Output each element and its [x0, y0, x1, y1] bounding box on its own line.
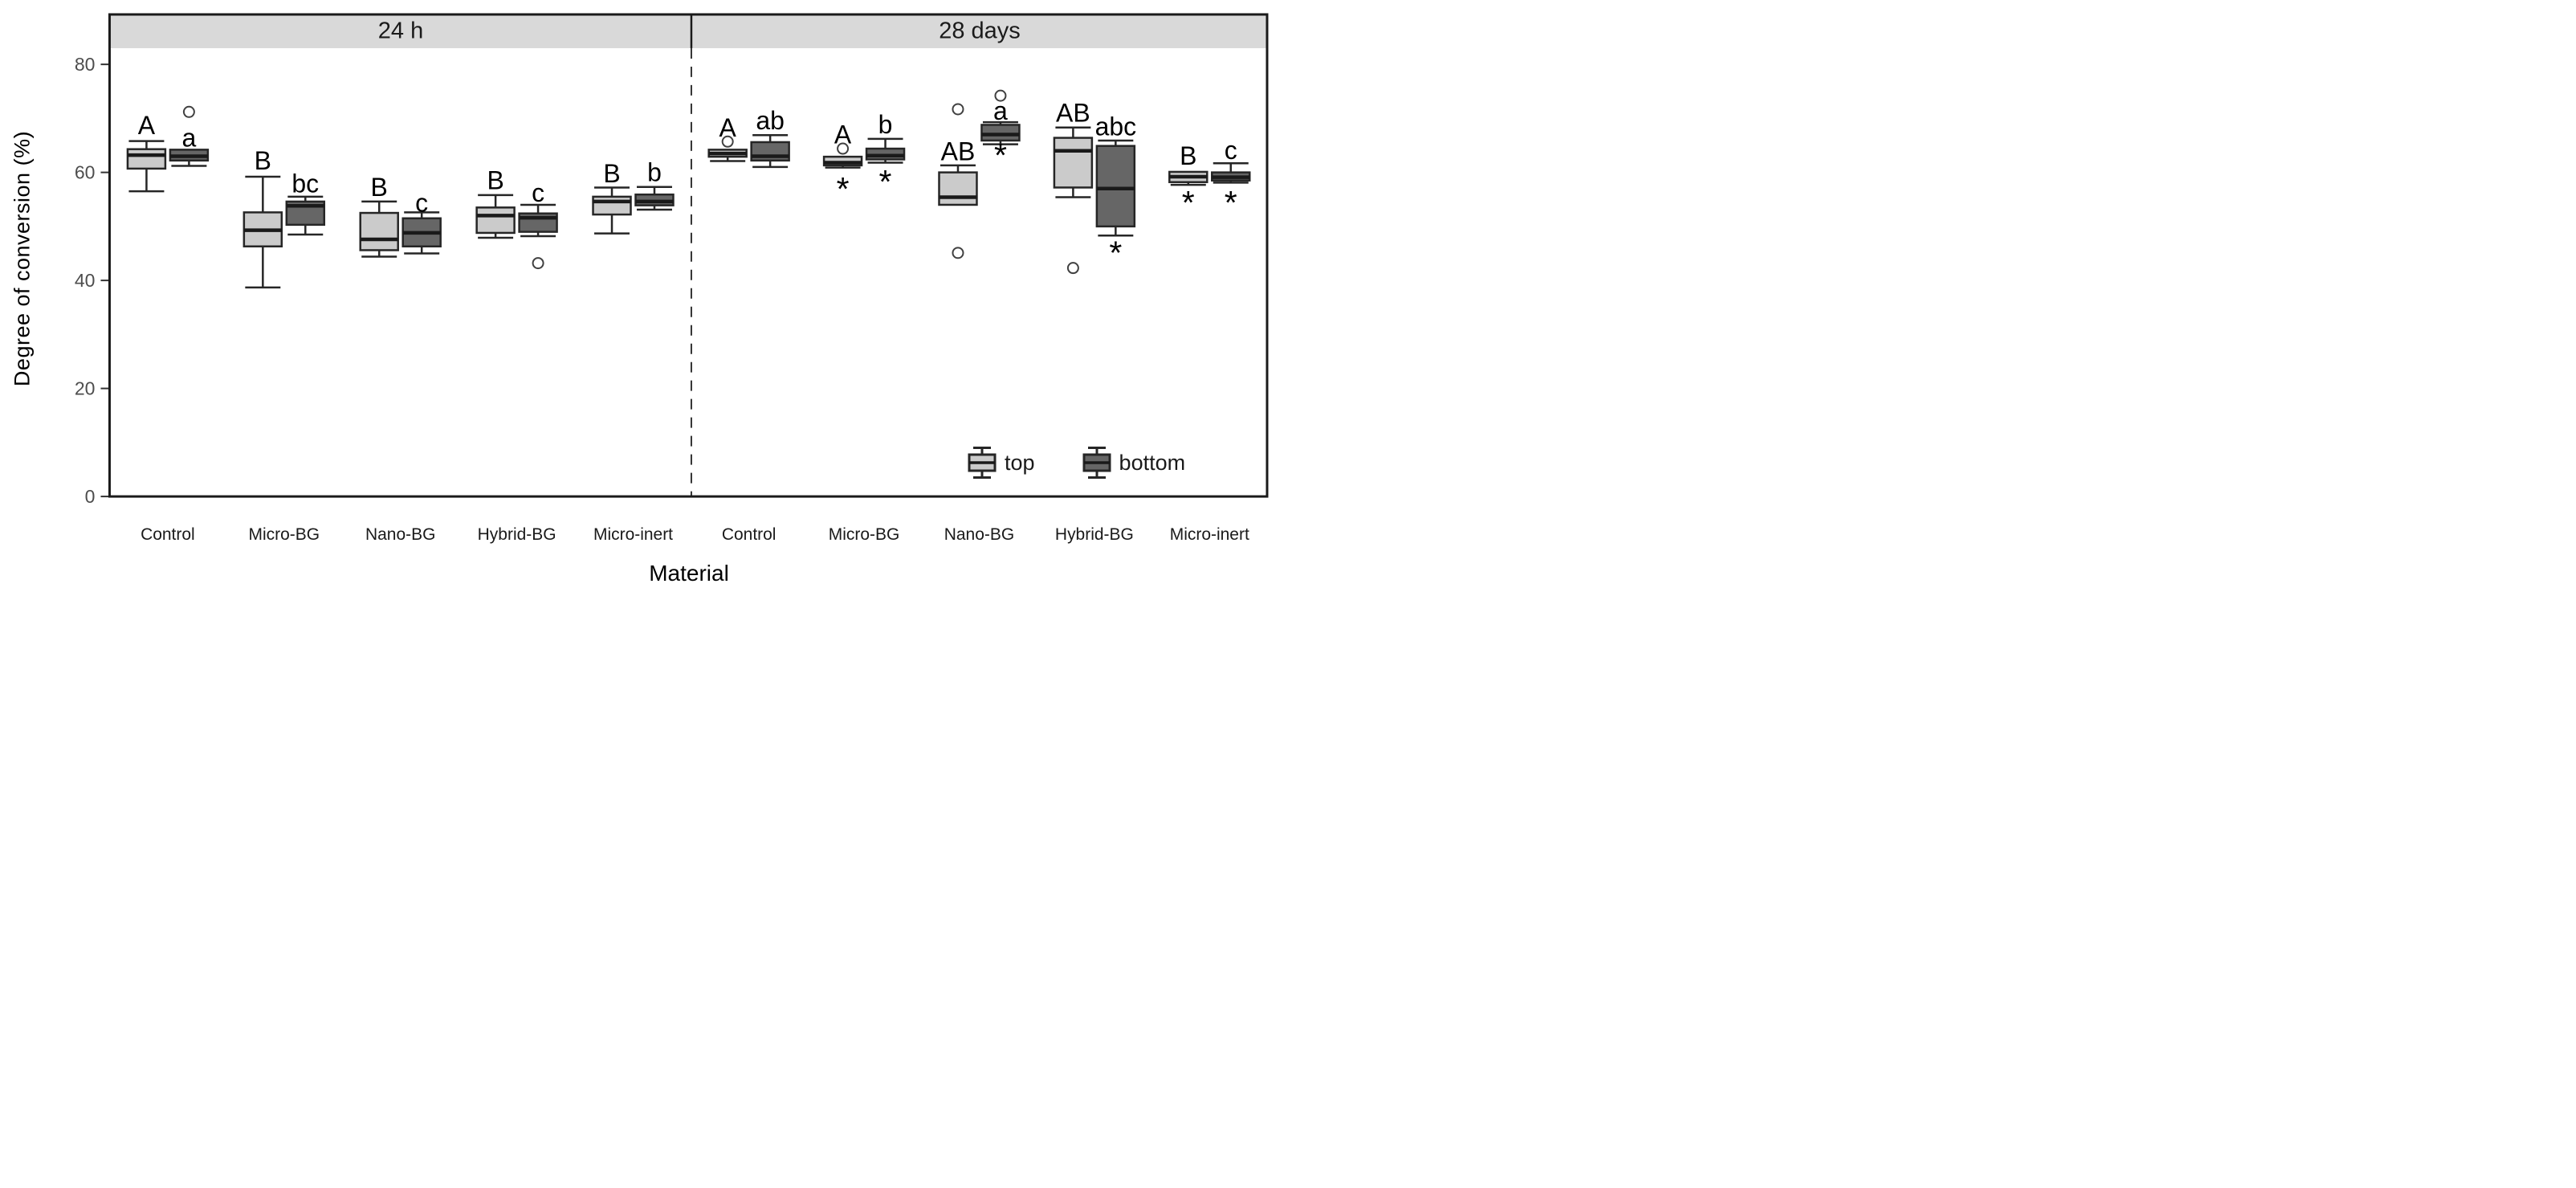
legend-bottom-boxplot-icon	[1082, 447, 1111, 479]
significance-letter: AB	[941, 137, 976, 165]
significance-letter: bc	[291, 169, 319, 198]
significance-letter: AB	[1056, 99, 1090, 128]
box-iqr	[938, 171, 978, 206]
boxplot-28days-Control-top: A	[707, 113, 748, 162]
x-category-label: Hybrid-BG	[478, 525, 556, 544]
x-category-label: Control	[141, 525, 195, 544]
panel-border	[108, 13, 1269, 498]
boxplot-24h-Micro-inert-bottom: b	[634, 158, 675, 211]
box-iqr	[126, 148, 167, 170]
boxplot-24h-Nano-BG-bottom: c	[401, 188, 442, 255]
legend-label-bottom: bottom	[1119, 450, 1186, 475]
boxplot-28days-Hybrid-BG-top: AB	[1053, 99, 1094, 275]
significance-letter: a	[993, 96, 1008, 125]
y-tick-label: 20	[75, 378, 96, 399]
y-tick-label: 40	[75, 270, 96, 291]
outlier-point	[952, 103, 964, 116]
significance-letter: B	[255, 146, 271, 175]
boxplot-28days-Micro-inert-top: B*	[1168, 141, 1209, 221]
significance-letter: B	[1180, 141, 1196, 170]
significance-letter: c	[532, 178, 544, 207]
significance-letter: c	[1225, 136, 1237, 165]
x-category-label: Hybrid-BG	[1055, 525, 1134, 544]
boxplot-28days-Nano-BG-bottom: a*	[980, 89, 1021, 174]
boxplot-24h-Hybrid-BG-bottom: c	[518, 178, 558, 270]
x-category-label: Micro-BG	[829, 525, 900, 544]
facet-strip-background	[109, 14, 1267, 48]
significance-letter: ab	[756, 106, 785, 135]
significance-letter: c	[415, 188, 428, 217]
boxplot-24h-Control-top: A	[126, 111, 167, 193]
y-tick-label: 0	[85, 486, 96, 507]
outlier-point	[1066, 262, 1079, 275]
box-iqr	[359, 211, 399, 251]
boxplot-28days-Control-bottom: ab	[750, 106, 790, 169]
box-iqr	[592, 195, 632, 216]
significance-letter: B	[603, 159, 620, 188]
x-category-label: Control	[722, 525, 776, 544]
facet-label-28days: 28 days	[939, 18, 1021, 44]
y-tick-label: 80	[75, 54, 96, 75]
outlier-point	[532, 257, 544, 270]
x-category-label: Micro-inert	[1170, 525, 1249, 544]
boxplot-28days-Micro-inert-bottom: c*	[1211, 136, 1251, 221]
significance-asterisk: *	[1225, 184, 1237, 221]
significance-letter: A	[138, 111, 156, 140]
significance-letter: a	[181, 124, 196, 153]
significance-letter: b	[647, 158, 662, 187]
facet-label-24h: 24 h	[377, 18, 424, 44]
boxplot-28days-Hybrid-BG-bottom: abc *	[1095, 112, 1137, 271]
y-axis-title: Degree of conversion (%)	[10, 130, 35, 387]
outlier-point	[837, 142, 850, 155]
legend-item-top: top	[967, 445, 1035, 480]
boxplot-24h-Control-bottom: a	[169, 105, 210, 167]
x-category-label: Micro-inert	[593, 525, 673, 544]
x-axis-title: Material	[649, 561, 729, 586]
significance-asterisk: *	[879, 163, 892, 200]
significance-letter: B	[371, 173, 388, 202]
box-iqr	[475, 206, 516, 235]
boxplot-24h-Micro-BG-top: B	[243, 146, 283, 289]
outlier-point	[994, 89, 1007, 102]
significance-asterisk: *	[837, 170, 850, 207]
legend-label-top: top	[1005, 450, 1035, 475]
box-iqr	[1095, 145, 1136, 228]
legend-item-bottom: bottom	[1082, 445, 1186, 480]
outlier-point	[952, 247, 964, 259]
significance-asterisk: *	[1182, 184, 1195, 221]
significance-letter: b	[878, 110, 893, 139]
significance-letter: abc	[1095, 112, 1137, 141]
boxplot-28days-Nano-BG-top: AB	[938, 103, 978, 259]
boxplot-24h-Micro-BG-bottom: bc	[285, 169, 326, 236]
significance-letter: A	[834, 120, 852, 149]
significance-letter: A	[719, 113, 737, 142]
significance-asterisk: *	[1109, 235, 1122, 271]
boxplot-24h-Micro-inert-top: B	[592, 159, 632, 235]
x-category-label: Micro-BG	[249, 525, 320, 544]
x-category-label: Nano-BG	[944, 525, 1014, 544]
legend: top bottom	[967, 445, 1185, 480]
outlier-point	[721, 135, 734, 148]
legend-top-boxplot-icon	[968, 447, 997, 479]
boxplot-24h-Hybrid-BG-top: B	[475, 166, 516, 239]
x-category-label: Nano-BG	[365, 525, 435, 544]
y-tick-label: 60	[75, 162, 96, 183]
boxplot-28days-Micro-BG-bottom: b*	[865, 110, 906, 200]
outlier-point	[182, 105, 195, 118]
significance-letter: B	[487, 166, 503, 195]
boxplot-24h-Nano-BG-top: B	[359, 173, 399, 258]
boxplot-28days-Micro-BG-top: A*	[822, 120, 863, 207]
box-iqr	[980, 124, 1021, 142]
significance-asterisk: *	[994, 137, 1007, 174]
box-iqr	[1053, 137, 1094, 189]
